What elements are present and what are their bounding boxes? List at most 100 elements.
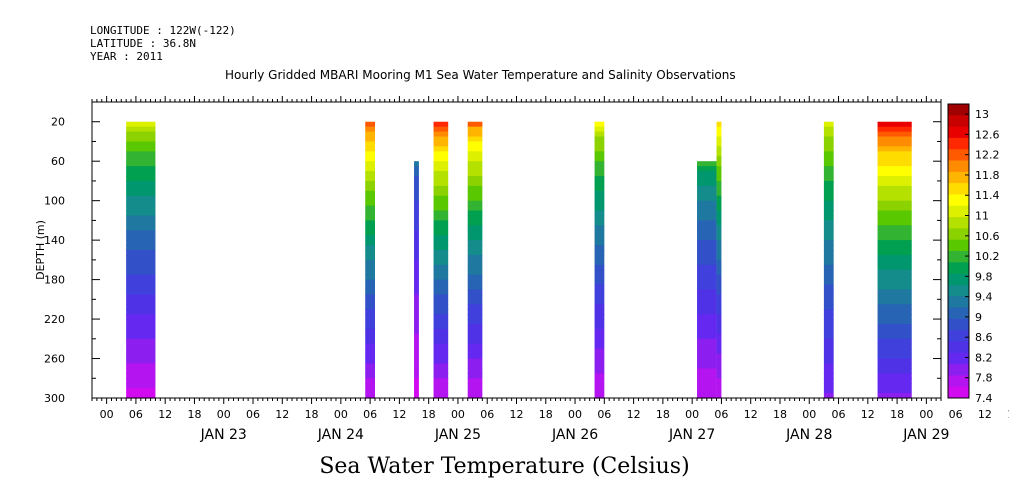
data-cell bbox=[433, 373, 449, 379]
data-cell bbox=[126, 274, 156, 281]
data-cell bbox=[414, 348, 419, 355]
data-cell bbox=[414, 279, 419, 286]
data-cell bbox=[823, 210, 834, 217]
data-cell bbox=[433, 299, 449, 305]
data-cell bbox=[594, 388, 605, 394]
data-cell bbox=[716, 161, 722, 167]
data-cell bbox=[433, 190, 449, 197]
data-cell bbox=[365, 240, 375, 246]
data-cell bbox=[697, 259, 717, 266]
data-cell bbox=[467, 279, 483, 286]
colorbar-label: 7.8 bbox=[975, 372, 993, 385]
data-cell bbox=[433, 146, 449, 152]
data-cell bbox=[467, 373, 483, 379]
data-cell bbox=[467, 259, 483, 266]
data-cell bbox=[126, 314, 156, 320]
data-cell bbox=[365, 205, 375, 212]
x-day-label: JAN 25 bbox=[434, 427, 481, 443]
colorbar-segment bbox=[948, 330, 969, 342]
data-cell bbox=[716, 269, 722, 276]
data-cell bbox=[365, 136, 375, 143]
data-cell bbox=[716, 383, 722, 389]
colorbar-label: 11 bbox=[975, 210, 989, 223]
data-cell bbox=[365, 284, 375, 291]
y-tick-label: 260 bbox=[44, 353, 65, 366]
data-cell bbox=[433, 250, 449, 256]
data-cell bbox=[716, 274, 722, 281]
data-cell bbox=[823, 289, 834, 295]
colorbar-segment bbox=[948, 228, 969, 241]
x-hour-label: 06 bbox=[597, 408, 611, 421]
data-cell bbox=[467, 383, 483, 389]
x-hour-label: 00 bbox=[217, 408, 231, 421]
data-cell bbox=[433, 131, 449, 138]
data-cell bbox=[716, 240, 722, 246]
data-cell bbox=[697, 343, 717, 350]
data-cell bbox=[823, 294, 834, 300]
data-cell bbox=[126, 333, 156, 340]
x-hour-label: 12 bbox=[861, 408, 875, 421]
data-cell bbox=[126, 343, 156, 350]
data-cell bbox=[433, 230, 449, 236]
data-cell bbox=[433, 368, 449, 374]
data-cell bbox=[697, 319, 717, 325]
data-cell bbox=[823, 378, 834, 384]
data-cell bbox=[433, 141, 449, 147]
x-hour-label: 12 bbox=[744, 408, 758, 421]
data-cell bbox=[823, 264, 834, 271]
data-cell bbox=[365, 156, 375, 162]
data-cell bbox=[433, 225, 449, 231]
data-cell bbox=[697, 358, 717, 365]
data-cell bbox=[877, 383, 912, 389]
data-cell bbox=[365, 176, 375, 182]
data-cell bbox=[594, 136, 605, 143]
data-cell bbox=[594, 131, 605, 138]
data-cell bbox=[414, 176, 419, 182]
data-cell bbox=[467, 126, 483, 133]
data-cell bbox=[697, 171, 717, 177]
data-cell bbox=[126, 250, 156, 256]
data-cell bbox=[594, 368, 605, 374]
data-cell bbox=[877, 393, 912, 399]
data-cell bbox=[365, 264, 375, 271]
data-cell bbox=[716, 180, 722, 187]
data-cell bbox=[877, 269, 912, 276]
data-cell bbox=[126, 348, 156, 355]
colorbar-segment bbox=[948, 386, 969, 399]
data-cell bbox=[594, 176, 605, 182]
data-column bbox=[823, 121, 834, 399]
data-cell bbox=[365, 348, 375, 355]
data-cell bbox=[126, 131, 156, 138]
data-cell bbox=[126, 309, 156, 315]
data-cell bbox=[433, 121, 449, 128]
data-cell bbox=[126, 388, 156, 394]
data-cell bbox=[414, 210, 419, 217]
data-cell bbox=[823, 343, 834, 350]
data-cell bbox=[716, 304, 722, 310]
data-cell bbox=[716, 299, 722, 305]
data-cell bbox=[594, 338, 605, 345]
data-cell bbox=[365, 171, 375, 177]
data-cell bbox=[467, 151, 483, 157]
data-cell bbox=[877, 348, 912, 355]
data-cell bbox=[433, 240, 449, 246]
data-cell bbox=[365, 289, 375, 295]
data-cell bbox=[365, 235, 375, 241]
data-cell bbox=[877, 284, 912, 291]
data-cell bbox=[433, 378, 449, 384]
data-cell bbox=[414, 289, 419, 295]
data-cell bbox=[697, 180, 717, 187]
data-cell bbox=[365, 245, 375, 251]
data-cell bbox=[716, 136, 722, 143]
data-cell bbox=[594, 180, 605, 187]
data-cell bbox=[414, 166, 419, 172]
data-cell bbox=[716, 279, 722, 286]
data-cell bbox=[823, 171, 834, 177]
data-cell bbox=[467, 319, 483, 325]
year-label: YEAR : 2011 bbox=[90, 50, 163, 63]
data-cell bbox=[823, 166, 834, 172]
data-cell bbox=[365, 200, 375, 207]
colorbar-segment bbox=[948, 262, 969, 275]
data-cell bbox=[594, 314, 605, 320]
data-cell bbox=[126, 324, 156, 330]
